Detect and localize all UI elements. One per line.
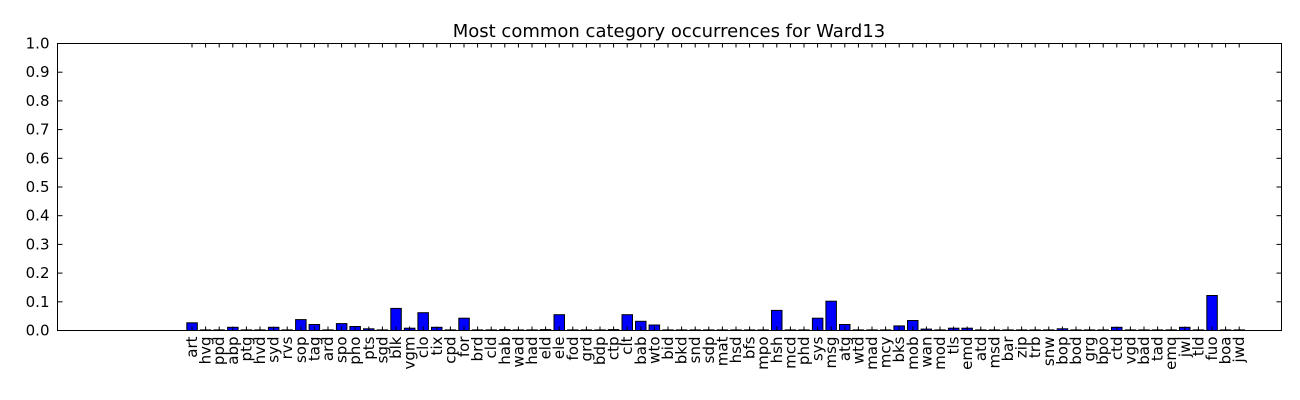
x-tick-label: hsh bbox=[768, 337, 786, 364]
x-tick-label: wto bbox=[645, 337, 663, 364]
x-tick-label: hab bbox=[496, 337, 514, 365]
x-tick-label: mob bbox=[904, 337, 922, 370]
x-tick-label: ctp bbox=[605, 337, 623, 361]
x-tick-label: wan bbox=[917, 337, 935, 368]
x-tick-label: tls bbox=[945, 336, 963, 354]
x-tick-label: eld bbox=[537, 337, 555, 360]
y-tick-label: 0.2 bbox=[26, 264, 50, 282]
y-tick-label: 0.4 bbox=[26, 207, 50, 225]
x-tick-label: bar bbox=[999, 336, 1017, 362]
x-tick-label: mat bbox=[713, 336, 731, 366]
x-tick-label: sys bbox=[809, 336, 827, 361]
x-tick-label: ctd bbox=[1108, 337, 1126, 361]
x-tick-label: ppd bbox=[210, 337, 228, 366]
x-tick-label: ptg bbox=[237, 337, 255, 362]
x-tick-label: jwd bbox=[1230, 337, 1248, 364]
x-tick-label: for bbox=[455, 336, 473, 357]
x-tick-label: grd bbox=[577, 337, 595, 362]
x-tick-label: clt bbox=[618, 336, 636, 354]
x-tick-label: bod bbox=[1067, 337, 1085, 365]
x-tick-label: syd bbox=[265, 337, 283, 363]
x-tick-label: tix bbox=[428, 336, 446, 355]
x-tick-label: brd bbox=[469, 337, 487, 362]
x-tick-label: hvd bbox=[251, 337, 269, 365]
x-tick-label: rvs bbox=[278, 336, 296, 359]
x-tick-label: tag bbox=[305, 337, 323, 362]
x-axis: arthvgppdabpptghvdsydrvssoptagardspophop… bbox=[183, 43, 1248, 370]
x-tick-label: bfs bbox=[741, 336, 759, 359]
x-tick-label: snw bbox=[1040, 337, 1058, 367]
x-tick-label: hsd bbox=[727, 337, 745, 364]
bar-msg bbox=[825, 300, 837, 332]
x-tick-label: mpo bbox=[754, 337, 772, 370]
x-tick-label: tad bbox=[1149, 337, 1167, 362]
x-tick-label: cld bbox=[482, 337, 500, 359]
x-tick-label: bdp bbox=[591, 337, 609, 366]
x-tick-label: trb bbox=[1026, 337, 1044, 359]
x-tick-label: jwl bbox=[1176, 337, 1194, 359]
x-tick-label: emd bbox=[958, 337, 976, 370]
y-tick-label: 0.9 bbox=[26, 63, 50, 81]
x-tick-label: mad bbox=[863, 337, 881, 370]
x-tick-label: snd bbox=[686, 337, 704, 364]
y-tick-label: 0.1 bbox=[26, 293, 50, 311]
x-tick-label: grg bbox=[1081, 337, 1099, 362]
x-tick-label: emq bbox=[1162, 337, 1180, 370]
x-tick-label: mcy bbox=[877, 336, 895, 368]
bars-layer bbox=[186, 295, 1245, 332]
x-tick-label: bpo bbox=[1094, 337, 1112, 365]
x-tick-label: sdp bbox=[700, 337, 718, 364]
chart-title: Most common category occurrences for War… bbox=[453, 21, 886, 42]
x-tick-label: ele bbox=[550, 337, 568, 360]
x-tick-label: ard bbox=[319, 337, 337, 362]
x-tick-label: phd bbox=[795, 337, 813, 366]
y-tick-label: 0.3 bbox=[26, 235, 50, 253]
x-tick-label: wtd bbox=[849, 337, 867, 365]
x-tick-label: blk bbox=[387, 336, 405, 359]
x-tick-label: pts bbox=[360, 336, 378, 359]
x-tick-label: boa bbox=[1217, 337, 1235, 365]
y-tick-label: 0.5 bbox=[26, 178, 50, 196]
x-tick-label: pho bbox=[346, 337, 364, 365]
x-tick-label: sop bbox=[292, 337, 310, 364]
x-tick-label: sgd bbox=[373, 337, 391, 364]
x-tick-label: had bbox=[523, 337, 541, 365]
x-tick-label: atg bbox=[836, 337, 854, 362]
x-tick-label: hvg bbox=[197, 337, 215, 365]
x-tick-label: bks bbox=[890, 336, 908, 362]
x-tick-label: clo bbox=[414, 337, 432, 359]
x-tick-label: tld bbox=[1189, 337, 1207, 357]
x-tick-label: msg bbox=[822, 337, 840, 369]
y-axis: 0.0 0.1 0.2 0.3 0.4 0.5 0.6 0.7 0.8 0.9 1.0 bbox=[26, 35, 1282, 340]
y-tick-label: 0.7 bbox=[26, 121, 50, 139]
x-tick-label: vgd bbox=[1121, 337, 1139, 365]
x-tick-label: bab bbox=[632, 337, 650, 365]
bar-fuo bbox=[1206, 295, 1218, 331]
y-tick-label: 0.0 bbox=[26, 322, 50, 340]
x-tick-label: bkd bbox=[673, 337, 691, 365]
x-tick-label: mcd bbox=[781, 337, 799, 369]
y-tick-label: 1.0 bbox=[26, 35, 50, 53]
x-tick-label: bid bbox=[659, 337, 677, 360]
plot-frame bbox=[57, 43, 1282, 331]
y-tick-label: 0.8 bbox=[26, 92, 50, 110]
x-tick-label: bad bbox=[1135, 337, 1153, 365]
x-tick-label: mod bbox=[931, 337, 949, 370]
x-tick-label: art bbox=[183, 336, 201, 357]
x-tick-label: abp bbox=[224, 337, 242, 365]
x-tick-label: wad bbox=[509, 337, 527, 368]
y-tick-label: 0.6 bbox=[26, 149, 50, 167]
x-tick-label: atd bbox=[972, 337, 990, 362]
x-tick-label: spo bbox=[333, 337, 351, 364]
x-tick-label: bop bbox=[1053, 337, 1071, 365]
x-tick-label: zip bbox=[1013, 337, 1031, 359]
x-tick-label: msd bbox=[985, 337, 1003, 369]
x-tick-label: cpd bbox=[441, 337, 459, 364]
x-tick-label: vgm bbox=[401, 337, 419, 370]
x-tick-label: fuo bbox=[1203, 337, 1221, 361]
x-tick-label: fod bbox=[564, 337, 582, 361]
